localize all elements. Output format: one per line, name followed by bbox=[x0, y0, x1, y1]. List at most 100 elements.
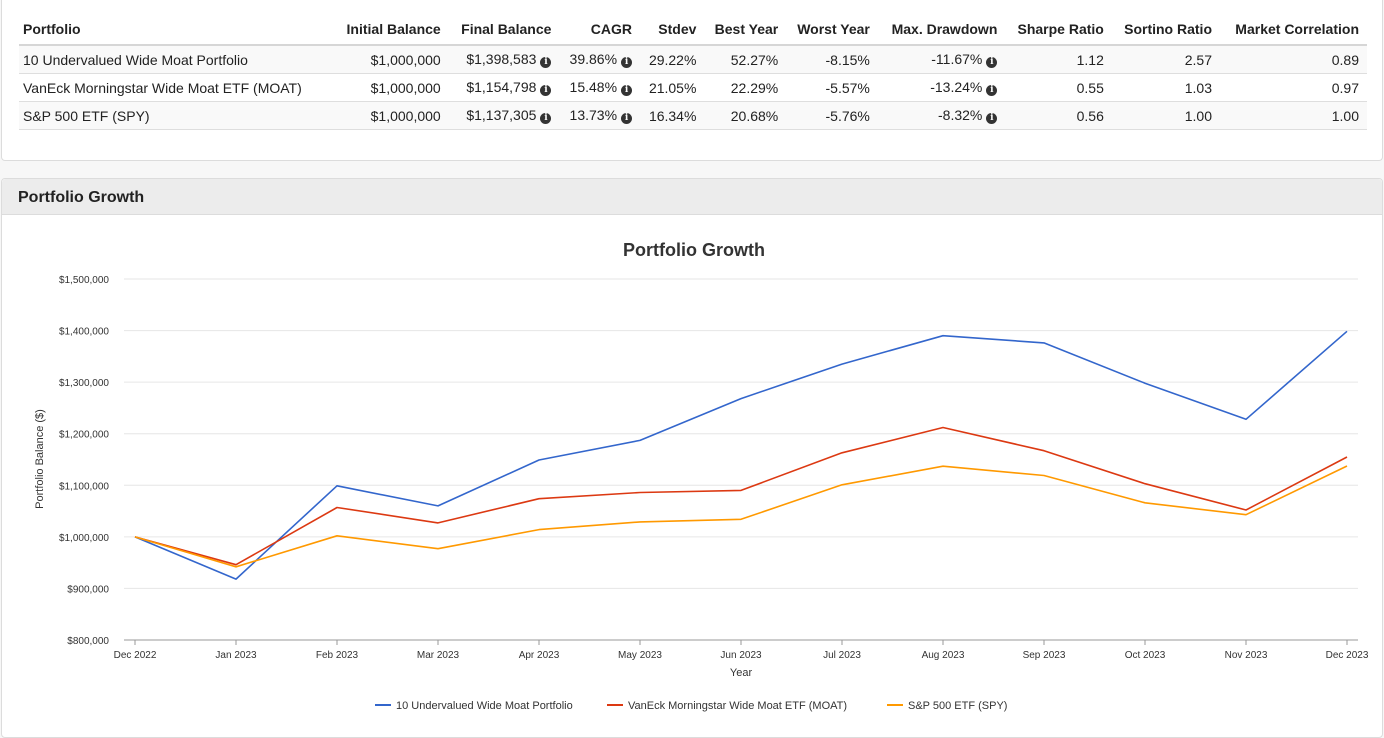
legend-label: 10 Undervalued Wide Moat Portfolio bbox=[396, 700, 573, 712]
cell-max-drawdown: -8.32% i bbox=[877, 101, 1006, 130]
info-circle-icon[interactable]: i bbox=[540, 113, 552, 124]
series-line-10-undervalued-wide-moat-portfolio[interactable] bbox=[134, 330, 1348, 580]
info-circle-icon[interactable]: i bbox=[986, 57, 998, 68]
col-header-initial-balance[interactable]: Initial Balance bbox=[333, 14, 449, 46]
cell-portfolio-name: 10 Undervalued Wide Moat Portfolio bbox=[19, 45, 334, 74]
cell-worst-year: -8.15% bbox=[786, 45, 878, 74]
x-tick-label: Dec 2022 bbox=[114, 650, 157, 661]
col-header-worst-year[interactable]: Worst Year bbox=[786, 14, 878, 46]
cell-cagr: 13.73% i bbox=[559, 101, 641, 130]
y-axis-ticks: $800,000 $900,000 $1,000,000 $1,100,000 $1,2… bbox=[59, 275, 109, 647]
portfolio-growth-chart: Portfolio Growth $800,000 $900,000 $1,000,… bbox=[34, 240, 1369, 712]
chart-title: Portfolio Growth bbox=[623, 240, 765, 260]
cell-sharpe-ratio: 1.12 bbox=[1005, 45, 1112, 74]
max-drawdown-value: -8.32% bbox=[938, 107, 983, 123]
cell-sharpe-ratio: 0.55 bbox=[1005, 73, 1112, 102]
cell-best-year: 52.27% bbox=[704, 45, 787, 74]
cagr-value: 13.73% bbox=[569, 107, 618, 123]
legend-item[interactable]: 10 Undervalued Wide Moat Portfolio bbox=[375, 700, 573, 712]
info-circle-icon[interactable]: i bbox=[621, 113, 633, 124]
cell-market-correlation: 0.97 bbox=[1220, 73, 1367, 102]
portfolio-growth-panel: Portfolio Growth Portfolio Growth $800,0… bbox=[1, 178, 1383, 738]
legend-item[interactable]: S&P 500 ETF (SPY) bbox=[887, 700, 1007, 712]
y-tick-label: $1,000,000 bbox=[59, 533, 109, 544]
legend-label: VanEck Morningstar Wide Moat ETF (MOAT) bbox=[628, 700, 847, 712]
stats-table: Portfolio Initial Balance Final Balance … bbox=[19, 14, 1367, 130]
table-row: VanEck Morningstar Wide Moat ETF (MOAT) … bbox=[19, 73, 1367, 102]
cell-final-balance: $1,154,798 i bbox=[448, 73, 560, 102]
x-tick-label: Aug 2023 bbox=[922, 650, 965, 661]
cell-final-balance: $1,137,305 i bbox=[448, 101, 560, 130]
final-balance-value: $1,137,305 bbox=[466, 107, 537, 123]
info-circle-icon[interactable]: i bbox=[540, 85, 552, 96]
x-axis-title: Year bbox=[730, 667, 753, 679]
cell-worst-year: -5.57% bbox=[786, 73, 878, 102]
x-tick-label: Oct 2023 bbox=[1125, 650, 1166, 661]
x-tick-label: Nov 2023 bbox=[1225, 650, 1268, 661]
max-drawdown-value: -11.67% bbox=[931, 51, 983, 67]
y-tick-label: $800,000 bbox=[67, 636, 109, 647]
max-drawdown-value: -13.24% bbox=[930, 79, 983, 95]
series-line-vaneck-morningstar-wide-moat-etf-moat[interactable] bbox=[134, 426, 1348, 566]
panel-title: Portfolio Growth bbox=[18, 189, 145, 206]
info-circle-icon[interactable]: i bbox=[986, 113, 998, 124]
col-header-cagr[interactable]: CAGR bbox=[559, 14, 641, 46]
x-tick-label: Mar 2023 bbox=[417, 650, 460, 661]
cell-sortino-ratio: 1.03 bbox=[1111, 73, 1220, 102]
x-tick-label: Apr 2023 bbox=[519, 650, 560, 661]
col-header-max-drawdown[interactable]: Max. Drawdown bbox=[877, 14, 1006, 46]
cell-portfolio-name: S&P 500 ETF (SPY) bbox=[19, 101, 334, 130]
cell-worst-year: -5.76% bbox=[786, 101, 878, 130]
chart-legend: 10 Undervalued Wide Moat Portfolio VanEck… bbox=[375, 700, 1007, 712]
x-tick-label: May 2023 bbox=[618, 650, 662, 661]
cell-stdev: 21.05% bbox=[640, 73, 705, 102]
cagr-value: 39.86% bbox=[569, 51, 618, 67]
col-header-best-year[interactable]: Best Year bbox=[704, 14, 787, 46]
cell-initial-balance: $1,000,000 bbox=[333, 73, 449, 102]
x-tick-label: Feb 2023 bbox=[316, 650, 359, 661]
table-row: S&P 500 ETF (SPY) $1,000,000 $1,137,305 i… bbox=[19, 101, 1367, 130]
cell-best-year: 20.68% bbox=[704, 101, 787, 130]
col-header-sharpe-ratio[interactable]: Sharpe Ratio bbox=[1005, 14, 1112, 46]
cell-best-year: 22.29% bbox=[704, 73, 787, 102]
cell-final-balance: $1,398,583 i bbox=[448, 45, 560, 74]
legend-label: S&P 500 ETF (SPY) bbox=[908, 700, 1007, 712]
panel-header: Portfolio Growth bbox=[2, 179, 1382, 215]
y-tick-label: $1,300,000 bbox=[59, 378, 109, 389]
info-circle-icon[interactable]: i bbox=[986, 85, 998, 96]
cell-market-correlation: 0.89 bbox=[1220, 45, 1367, 74]
cagr-value: 15.48% bbox=[569, 79, 618, 95]
col-header-stdev[interactable]: Stdev bbox=[640, 14, 705, 46]
stats-panel: Portfolio Initial Balance Final Balance … bbox=[1, 0, 1383, 161]
x-tick-label: Jul 2023 bbox=[823, 650, 861, 661]
info-circle-icon[interactable]: i bbox=[540, 57, 552, 68]
y-tick-label: $900,000 bbox=[67, 584, 109, 595]
col-header-sortino-ratio[interactable]: Sortino Ratio bbox=[1111, 14, 1220, 46]
y-tick-label: $1,100,000 bbox=[59, 481, 109, 492]
info-circle-icon[interactable]: i bbox=[621, 85, 633, 96]
cell-cagr: 15.48% i bbox=[559, 73, 641, 102]
x-axis-ticks: Dec 2022 Jan 2023 Feb 2023 Mar 2023 Apr 2023… bbox=[114, 640, 1369, 661]
grid-lines bbox=[124, 278, 1358, 641]
y-tick-label: $1,400,000 bbox=[59, 327, 109, 338]
x-tick-label: Dec 2023 bbox=[1326, 650, 1369, 661]
legend-item[interactable]: VanEck Morningstar Wide Moat ETF (MOAT) bbox=[607, 700, 847, 712]
final-balance-value: $1,154,798 bbox=[466, 79, 537, 95]
series-line-s-p-500-etf-spy[interactable] bbox=[134, 465, 1348, 568]
cell-portfolio-name: VanEck Morningstar Wide Moat ETF (MOAT) bbox=[19, 73, 334, 102]
cell-market-correlation: 1.00 bbox=[1220, 101, 1367, 130]
info-circle-icon[interactable]: i bbox=[621, 57, 633, 68]
cell-stdev: 16.34% bbox=[640, 101, 705, 130]
y-axis-title: Portfolio Balance ($) bbox=[34, 409, 46, 509]
table-row: 10 Undervalued Wide Moat Portfolio $1,00… bbox=[19, 45, 1367, 74]
cell-sortino-ratio: 2.57 bbox=[1111, 45, 1220, 74]
x-tick-label: Jan 2023 bbox=[215, 650, 257, 661]
col-header-market-correlation[interactable]: Market Correlation bbox=[1220, 14, 1367, 46]
col-header-final-balance[interactable]: Final Balance bbox=[448, 14, 560, 46]
final-balance-value: $1,398,583 bbox=[466, 51, 537, 67]
col-header-portfolio[interactable]: Portfolio bbox=[19, 14, 334, 46]
cell-cagr: 39.86% i bbox=[559, 45, 641, 74]
y-tick-label: $1,500,000 bbox=[59, 275, 109, 286]
cell-stdev: 29.22% bbox=[640, 45, 705, 74]
cell-max-drawdown: -11.67% i bbox=[877, 45, 1006, 74]
